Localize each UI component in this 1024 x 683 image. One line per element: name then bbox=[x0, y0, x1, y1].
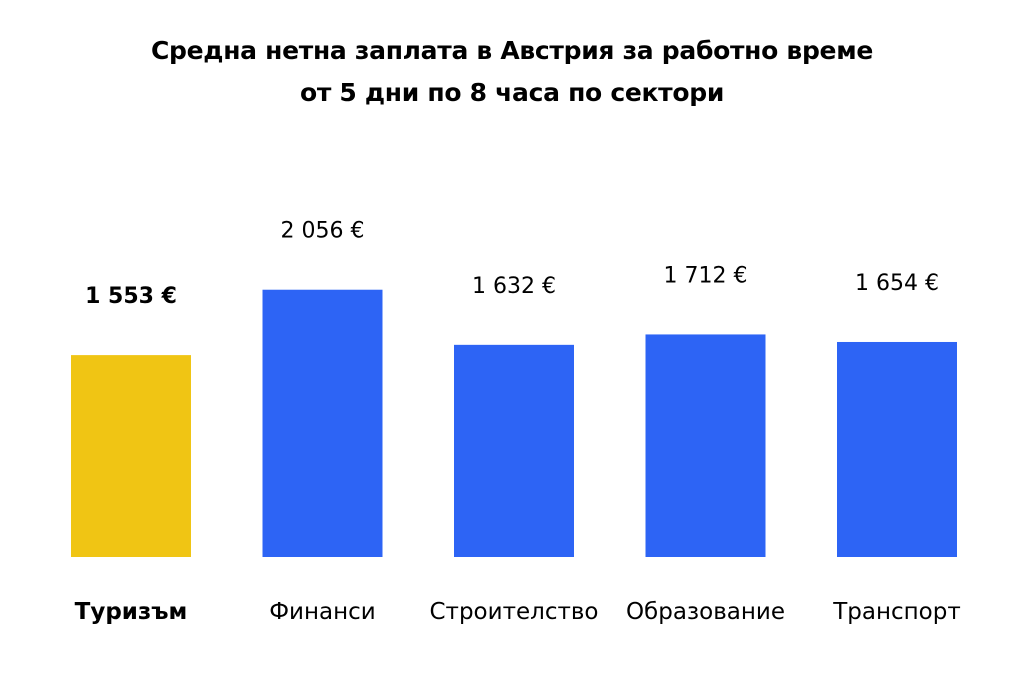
chart-title-line-2: от 5 дни по 8 часа по сектори bbox=[299, 78, 725, 107]
bar-value-label: 1 654 € bbox=[855, 271, 939, 296]
bar-2 bbox=[262, 289, 383, 557]
category-label: Строителство bbox=[430, 599, 599, 625]
chart-title: Средна нетна заплата в Австрия за работн… bbox=[0, 30, 1024, 114]
category-label: Образование bbox=[626, 599, 785, 625]
bar-value-label: 1 553 € bbox=[85, 284, 177, 309]
bar-4 bbox=[645, 334, 766, 557]
category-label: Транспорт bbox=[832, 599, 961, 625]
bar-5 bbox=[837, 341, 957, 557]
bar-value-label: 1 712 € bbox=[664, 263, 748, 288]
category-label: Финанси bbox=[269, 599, 376, 625]
bar-1 bbox=[71, 355, 191, 557]
bar-value-label: 2 056 € bbox=[281, 219, 365, 244]
bar-value-label: 1 632 € bbox=[472, 274, 556, 299]
chart-title-line-1: Средна нетна заплата в Австрия за работн… bbox=[151, 36, 873, 65]
category-label: Туризъм bbox=[75, 599, 188, 625]
bar-3 bbox=[454, 344, 574, 557]
